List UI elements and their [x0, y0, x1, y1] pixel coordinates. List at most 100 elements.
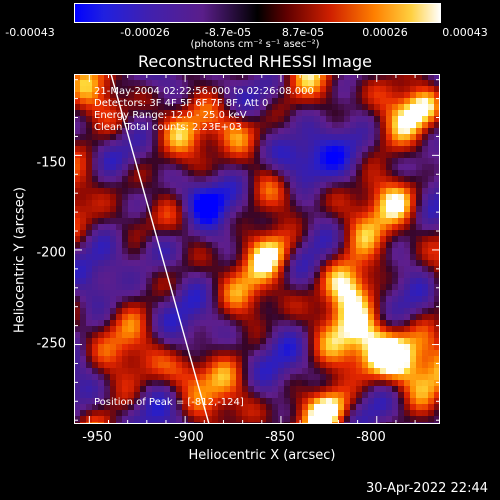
heatmap-cell [116, 212, 123, 219]
heatmap-cell [404, 248, 411, 255]
heatmap-cell [392, 362, 399, 369]
heatmap-cell [248, 98, 255, 105]
heatmap-cell [98, 158, 105, 165]
heatmap-cell [308, 290, 315, 297]
heatmap-cell [320, 158, 327, 165]
heatmap-cell [140, 152, 147, 159]
heatmap-cell [290, 380, 297, 387]
heatmap-cell [152, 380, 159, 387]
heatmap-cell [362, 224, 369, 231]
heatmap-cell [374, 368, 381, 375]
heatmap-cell [410, 92, 417, 99]
heatmap-cell [260, 386, 267, 393]
heatmap-cell [356, 374, 363, 381]
heatmap-cell [128, 392, 135, 399]
heatmap-cell [224, 266, 231, 273]
heatmap-cell [374, 320, 381, 327]
heatmap-cell [236, 404, 243, 411]
heatmap-cell [122, 80, 129, 87]
heatmap-cell [206, 134, 213, 141]
heatmap-cell [230, 296, 237, 303]
heatmap-cell [386, 314, 393, 321]
heatmap-cell [350, 338, 357, 345]
heatmap-cell [230, 134, 237, 141]
heatmap-cell [350, 320, 357, 327]
heatmap-cell [248, 368, 255, 375]
heatmap-cell [248, 188, 255, 195]
heatmap-cell [356, 146, 363, 153]
heatmap-cell [416, 332, 423, 339]
heatmap-cell [254, 242, 261, 249]
heatmap-cell [260, 404, 267, 411]
heatmap-cell [254, 302, 261, 309]
heatmap-cell [152, 368, 159, 375]
heatmap-cell [290, 386, 297, 393]
heatmap-cell [422, 416, 429, 423]
heatmap-cell [380, 320, 387, 327]
heatmap-cell [290, 122, 297, 129]
heatmap-cell [146, 122, 153, 129]
heatmap-cell [344, 140, 351, 147]
heatmap-cell [434, 284, 440, 291]
heatmap-cell [434, 128, 440, 135]
heatmap-cell [254, 332, 261, 339]
heatmap-cell [284, 152, 291, 159]
heatmap-cell [80, 122, 87, 129]
heatmap-cell [170, 248, 177, 255]
heatmap-cell [356, 170, 363, 177]
heatmap-cell [158, 158, 165, 165]
heatmap-cell [122, 296, 129, 303]
heatmap-cell [386, 338, 393, 345]
heatmap-cell [140, 272, 147, 279]
heatmap-cell [398, 80, 405, 87]
heatmap-cell [308, 116, 315, 123]
heatmap-cell [104, 260, 111, 267]
heatmap-cell [104, 164, 111, 171]
heatmap-cell [422, 290, 429, 297]
heatmap-cell [410, 128, 417, 135]
heatmap-cell [206, 296, 213, 303]
heatmap-cell [212, 230, 219, 237]
heatmap-cell [326, 236, 333, 243]
heatmap-cell [116, 398, 123, 405]
heatmap-cell [224, 362, 231, 369]
heatmap-cell [98, 272, 105, 279]
heatmap-cell [122, 326, 129, 333]
heatmap-cell [104, 128, 111, 135]
heatmap-cell [254, 98, 261, 105]
heatmap-cell [344, 356, 351, 363]
heatmap-cell [398, 338, 405, 345]
heatmap-cell [296, 164, 303, 171]
heatmap-cell [98, 224, 105, 231]
heatmap-cell [206, 392, 213, 399]
heatmap-cell [404, 164, 411, 171]
heatmap-cell [362, 398, 369, 405]
heatmap-cell [266, 182, 273, 189]
heatmap-cell [116, 158, 123, 165]
heatmap-cell [362, 380, 369, 387]
heatmap-cell [266, 320, 273, 327]
colorbar [74, 3, 441, 23]
heatmap-cell [416, 344, 423, 351]
heatmap-cell [230, 416, 237, 423]
heatmap-cell [260, 302, 267, 309]
heatmap-cell [332, 176, 339, 183]
heatmap-cell [428, 278, 435, 285]
heatmap-cell [380, 308, 387, 315]
heatmap-cell [320, 212, 327, 219]
heatmap-cell [320, 392, 327, 399]
heatmap-cell [98, 338, 105, 345]
heatmap-cell [134, 260, 141, 267]
heatmap-cell [194, 122, 201, 129]
heatmap-cell [242, 200, 249, 207]
heatmap-cell [92, 320, 99, 327]
heatmap-cell [278, 320, 285, 327]
heatmap-cell [374, 194, 381, 201]
heatmap-cell [176, 164, 183, 171]
heatmap-cell [164, 104, 171, 111]
heatmap-cell [128, 308, 135, 315]
heatmap-cell [116, 368, 123, 375]
heatmap-cell [332, 284, 339, 291]
heatmap-cell [86, 218, 93, 225]
heatmap-cell [176, 248, 183, 255]
